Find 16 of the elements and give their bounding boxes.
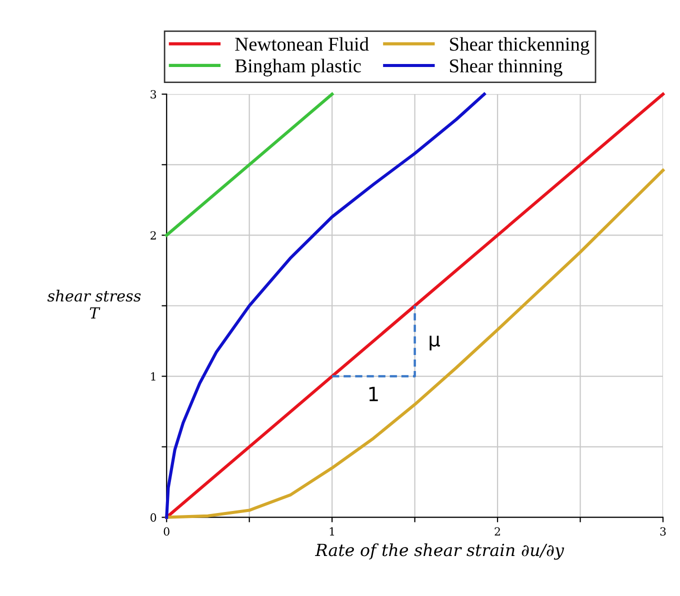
y-tick-label: 3 — [150, 90, 156, 99]
x-tick-label: 3 — [660, 527, 666, 536]
x-tick-label: 2 — [494, 527, 500, 536]
legend-label: Shear thickenning — [450, 37, 590, 55]
legend-label: Bingham plastic — [235, 58, 361, 76]
annotation: 1 — [369, 386, 378, 402]
y-tick-label: 1 — [151, 372, 156, 380]
x-tick-label: 0 — [164, 527, 170, 536]
y-tick-label: 2 — [150, 231, 156, 240]
legend-label: Newtonean Fluid — [235, 37, 369, 51]
x-tick-label: 1 — [330, 527, 334, 536]
y-axis-title: shear stress T — [47, 290, 141, 319]
x-axis-title: Rate of the shear strain ∂u/∂y — [315, 543, 564, 560]
annotation: μ — [430, 336, 440, 350]
y-tick-label: 0 — [150, 513, 156, 522]
legend-label: Shear thinning — [450, 58, 562, 76]
